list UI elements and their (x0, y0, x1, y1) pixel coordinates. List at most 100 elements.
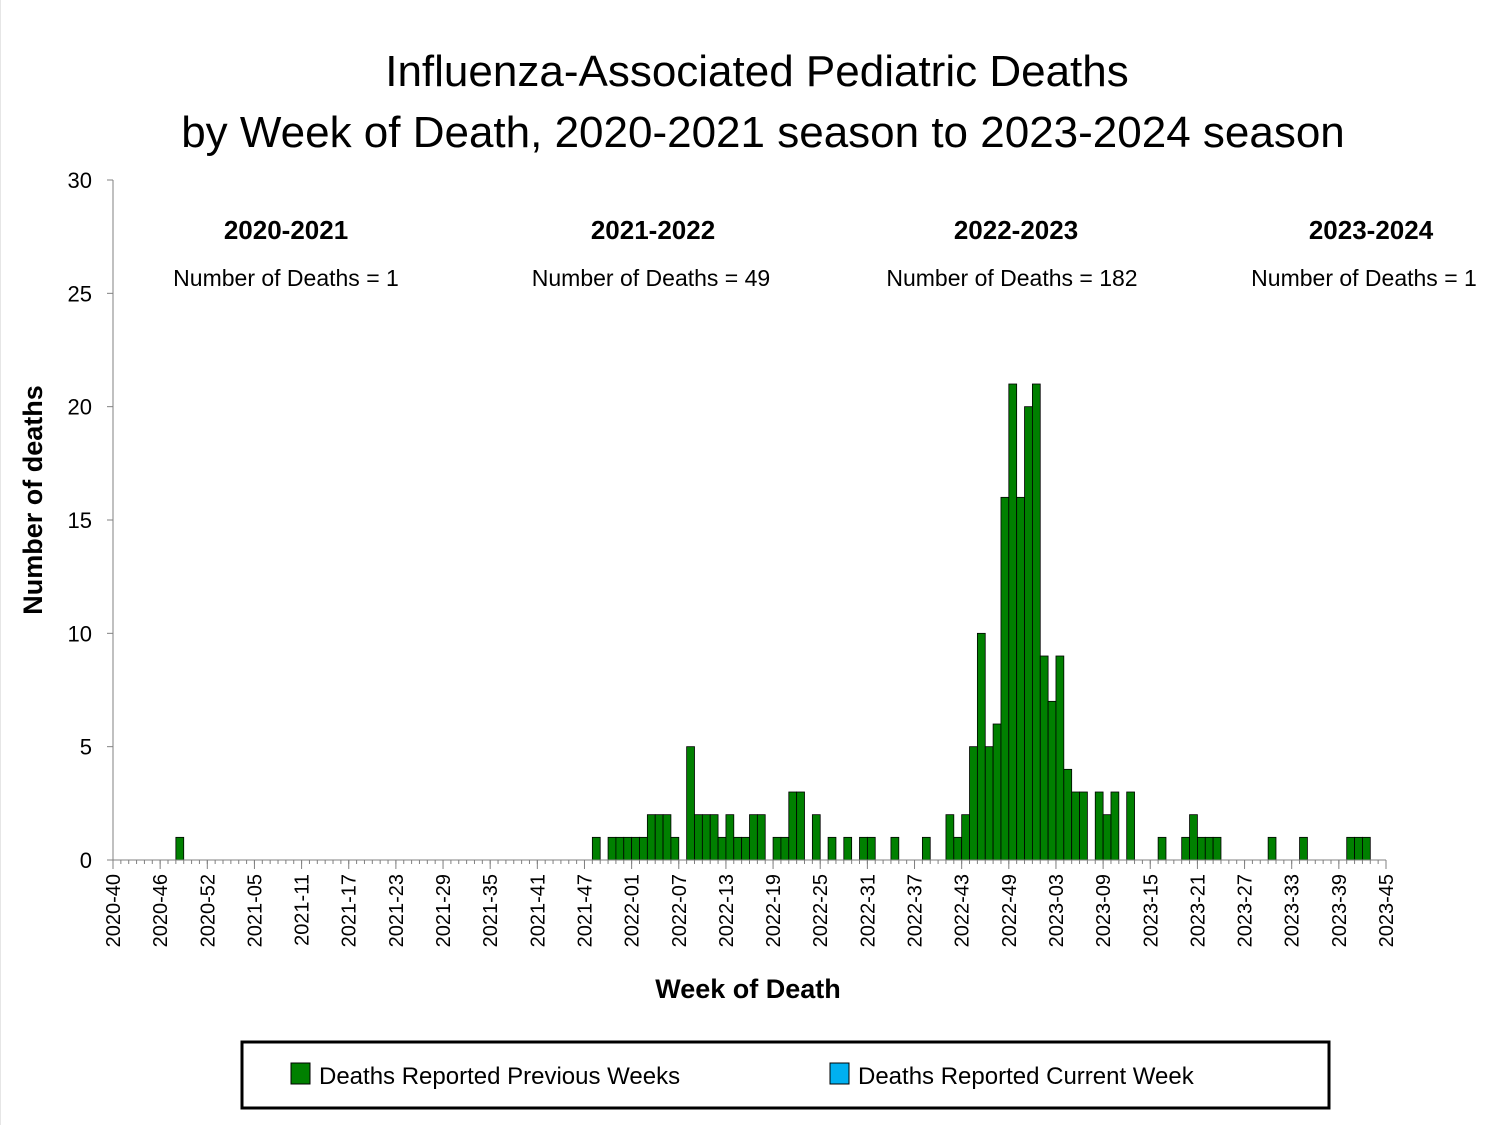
y-tick-label: 20 (68, 395, 92, 420)
chart-title-line-1: Influenza-Associated Pediatric Deaths (385, 47, 1129, 96)
x-tick-label: 2023-33 (1282, 874, 1304, 947)
bar-2022-09 (694, 814, 703, 861)
x-tick-label: 2021-35 (480, 874, 502, 947)
legend-swatch-previous-weeks (290, 1062, 311, 1085)
x-tick-label: 2022-31 (857, 874, 879, 947)
bar-2022-31 (866, 836, 876, 861)
x-tick-label: 2023-15 (1140, 874, 1162, 947)
bar-2022-16 (749, 814, 758, 861)
bar-2023-16 (1157, 836, 1167, 861)
x-tick-label: 2023-39 (1329, 874, 1351, 947)
bar-2020-48 (175, 836, 185, 861)
season-label-2020-2021: 2020-2021 (224, 215, 348, 245)
y-tick-label: 5 (80, 735, 92, 760)
bar-2023-01 (1039, 655, 1049, 861)
bar-2022-11 (709, 814, 719, 861)
bar-2022-12 (717, 836, 727, 861)
x-tick-label: 2022-49 (999, 874, 1021, 947)
season-deaths-2022-2023: Number of Deaths = 182 (886, 265, 1137, 291)
bar-2021-50 (607, 836, 617, 861)
bar-2022-21 (788, 791, 798, 861)
legend-label-previous-weeks: Deaths Reported Previous Weeks (319, 1063, 680, 1090)
x-tick-label: 2022-01 (622, 874, 644, 947)
season-label-2023-2024: 2023-2024 (1309, 215, 1434, 245)
bar-2022-49 (1008, 383, 1018, 861)
bar-2022-41 (945, 814, 955, 861)
y-tick-label: 0 (80, 848, 92, 873)
y-tick-label: 15 (68, 508, 92, 533)
bar-2023-03 (1055, 655, 1065, 861)
bar-2022-22 (796, 791, 805, 861)
x-tick-label: 2021-23 (386, 874, 408, 947)
bar-2023-05 (1071, 791, 1080, 861)
bar-2022-06 (670, 836, 680, 861)
bar-2021-52 (623, 836, 633, 861)
x-tick-label: 2022-37 (905, 874, 927, 947)
bar-2022-30 (859, 836, 868, 861)
bar-2022-44 (969, 746, 978, 861)
bar-2023-41 (1354, 836, 1363, 861)
x-tick-label: 2023-27 (1235, 874, 1257, 947)
bar-2022-19 (772, 836, 782, 861)
bar-2022-20 (780, 836, 790, 861)
legend: Deaths Reported Previous Weeks Deaths Re… (240, 1040, 1331, 1110)
bar-2022-28 (843, 836, 853, 861)
x-tick-label: 2021-47 (574, 874, 596, 947)
legend-box (240, 1040, 1331, 1110)
bar-2023-30 (1267, 836, 1277, 861)
bar-2022-14 (733, 836, 743, 861)
bar-2022-38 (921, 836, 931, 861)
bar-2022-42 (953, 836, 963, 861)
chart-title-line-2: by Week of Death, 2020-2021 season to 20… (181, 108, 1345, 157)
y-axis-title: Number of deaths (18, 385, 48, 615)
x-tick-label: 2023-09 (1093, 874, 1115, 947)
bar-2022-47 (992, 723, 1002, 861)
bar-2022-02 (639, 836, 648, 861)
x-tick-label: 2023-45 (1376, 874, 1398, 947)
season-label-2022-2023: 2022-2023 (954, 215, 1078, 245)
bar-2022-26 (827, 836, 837, 861)
season-deaths-2023-2024: Number of Deaths = 1 (1251, 265, 1477, 291)
x-tick-label: 2023-03 (1046, 874, 1068, 947)
bar-2022-51 (1024, 406, 1033, 861)
season-deaths-2020-2021: Number of Deaths = 1 (173, 265, 399, 291)
bars (175, 383, 1371, 861)
bar-2022-34 (890, 836, 900, 861)
x-tick-label: 2021-11 (292, 874, 314, 946)
x-tick-label: 2020-52 (197, 874, 219, 947)
season-deaths-2021-2022: Number of Deaths = 49 (532, 265, 770, 291)
bar-2023-22 (1204, 836, 1214, 861)
x-tick-label: 2021-29 (433, 874, 455, 947)
x-tick-label: 2023-21 (1187, 874, 1209, 947)
bar-2022-13 (725, 814, 735, 861)
bar-2022-10 (701, 814, 711, 861)
bar-2022-03 (646, 814, 656, 861)
x-tick-label: 2022-19 (763, 874, 785, 947)
bar-2023-21 (1197, 836, 1206, 861)
bar-2022-24 (811, 814, 821, 861)
y-tick-label: 10 (68, 621, 92, 646)
x-tick-label: 2022-13 (716, 874, 738, 947)
bar-2022-45 (976, 632, 986, 861)
bar-2023-42 (1362, 836, 1371, 861)
bar-2022-17 (756, 814, 766, 861)
bar-2023-06 (1079, 791, 1088, 861)
y-tick-label: 25 (68, 281, 92, 306)
bar-2022-05 (662, 814, 672, 861)
bar-2023-19 (1181, 836, 1190, 861)
bar-2023-40 (1346, 836, 1355, 861)
bar-2023-02 (1047, 700, 1057, 861)
bar-2022-48 (1000, 496, 1010, 861)
bar-2022-15 (741, 836, 750, 861)
x-tick-label: 2022-25 (810, 874, 832, 947)
bar-2022-52 (1031, 383, 1041, 861)
bar-2022-46 (984, 746, 994, 861)
bar-2022-08 (686, 746, 695, 861)
bar-2022-01 (631, 836, 640, 861)
x-tick-label: 2022-07 (669, 874, 691, 947)
bar-2023-10 (1110, 791, 1120, 861)
legend-swatch-current-week (829, 1062, 850, 1085)
bar-2021-48 (591, 836, 601, 861)
x-tick-label: 2020-40 (103, 874, 125, 947)
